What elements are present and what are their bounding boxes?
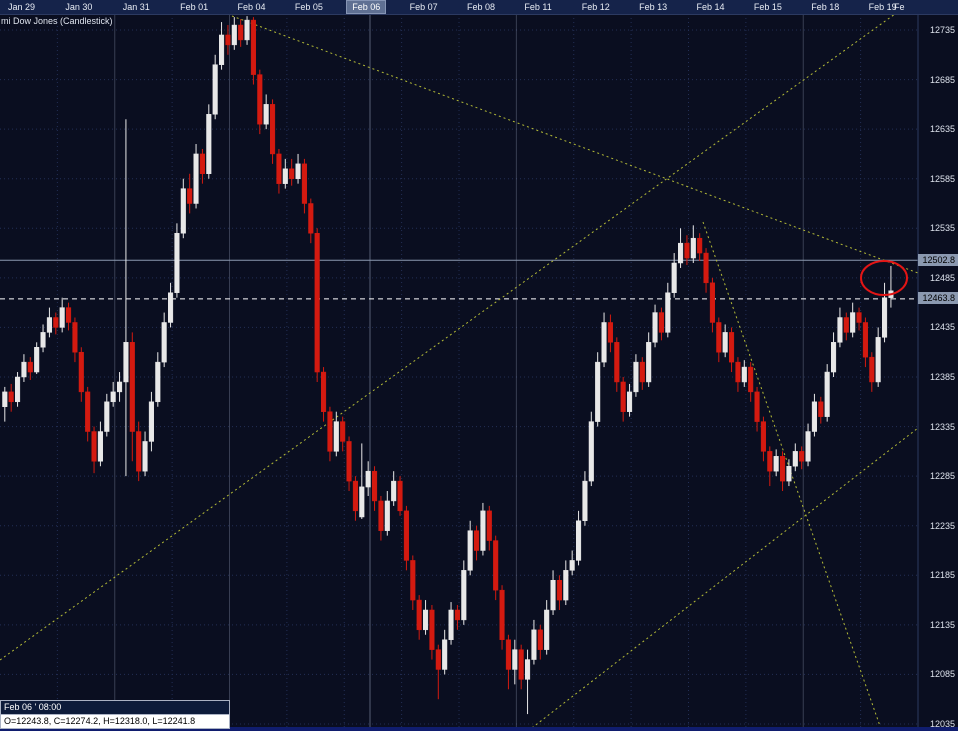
- price-axis-label: 12185: [929, 570, 955, 581]
- date-label: Feb 04: [237, 2, 266, 12]
- trendline: [527, 427, 918, 731]
- price-axis-label: 12435: [929, 322, 955, 333]
- date-label: Feb 13: [639, 2, 668, 12]
- date-label: Jan 29: [8, 2, 36, 12]
- date-label: Jan 31: [122, 2, 150, 12]
- price-axis-label: 12335: [929, 421, 955, 432]
- chart-title: mi Dow Jones (Candlestick): [1, 16, 113, 26]
- date-label: Feb 05: [294, 2, 323, 12]
- data-tooltip: Feb 06 ' 08:00 O=12243.8, C=12274.2, H=1…: [0, 700, 230, 729]
- price-axis-label: 12585: [929, 173, 955, 184]
- date-label: Jan 30: [65, 2, 93, 12]
- price-tag: 12463.8: [918, 292, 958, 305]
- price-axis-label: 12235: [929, 520, 955, 531]
- date-label: Feb 07: [409, 2, 438, 12]
- date-label: Feb 11: [524, 2, 552, 12]
- trendline: [0, 14, 896, 661]
- date-label: Feb 12: [581, 2, 610, 12]
- trendline: [702, 221, 881, 727]
- date-label-highlighted: Feb 06: [346, 0, 387, 14]
- tooltip-datetime: Feb 06 ' 08:00: [0, 700, 230, 715]
- candles: [2, 16, 894, 715]
- price-axis-label: 12285: [929, 471, 955, 482]
- tooltip-ohlc: O=12243.8, C=12274.2, H=12318.0, L=12241…: [0, 715, 230, 729]
- price-axis-label: 12735: [929, 25, 955, 35]
- price-axis-label: 12685: [929, 74, 955, 85]
- price-axis-label: 12385: [929, 372, 955, 382]
- price-axis[interactable]: 12735 12685 12635 12585 12535 12485 12435 12385…: [918, 0, 958, 731]
- date-label: Feb 19: [868, 2, 897, 12]
- trendline: [231, 15, 918, 274]
- date-label: Feb 15: [753, 2, 782, 12]
- price-axis-label: 12135: [929, 619, 955, 630]
- date-label: Feb 08: [467, 2, 496, 12]
- price-axis-label: 12035: [929, 719, 955, 729]
- price-axis-label: 12535: [929, 223, 955, 234]
- date-label: Feb 18: [811, 2, 840, 12]
- price-axis-label: 12485: [929, 272, 955, 283]
- price-tag: 12502.8: [918, 253, 958, 266]
- price-axis-label: 12085: [929, 669, 955, 680]
- annotation-ellipse: [860, 260, 908, 296]
- date-label: Fe: [894, 2, 905, 12]
- bottom-edge-strip: [0, 727, 958, 731]
- date-label: Feb 01: [180, 2, 209, 12]
- price-axis-label: 12635: [929, 124, 955, 135]
- time-axis[interactable]: Jan 29 Jan 30 Jan 31 Feb 01 Feb 04 Feb 05 Feb …: [0, 0, 958, 15]
- date-label: Feb 14: [696, 2, 725, 12]
